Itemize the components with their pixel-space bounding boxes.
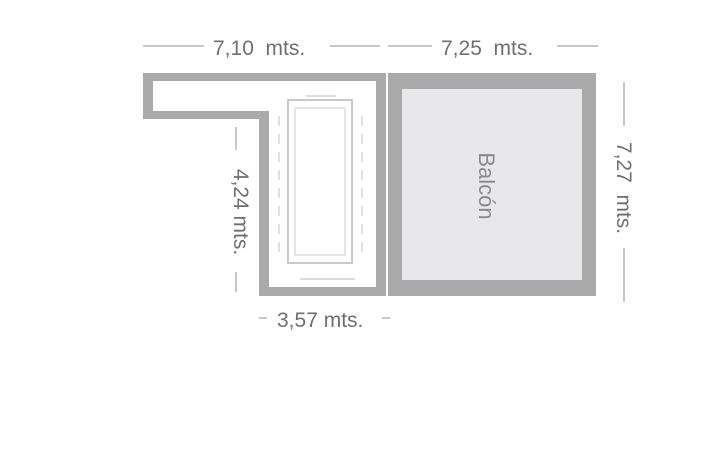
dimension-label-top-right: 7,25 mts. <box>441 37 533 60</box>
dimension-bottom: 3,57 mts. <box>259 309 390 332</box>
dimension-label-left-inner: 4,24 mts. <box>229 169 252 255</box>
balcony-label: Balcón <box>474 152 499 219</box>
dimension-top-right: 7,25 mts. <box>388 37 598 60</box>
dimension-label-bottom: 3,57 mts. <box>277 309 363 332</box>
balcony: Balcón <box>388 73 596 296</box>
dimension-right: 7,27 mts. <box>612 82 635 302</box>
dimension-left-inner: 4,24 mts. <box>229 127 252 292</box>
dimension-top-left: 7,10 mts. <box>143 37 380 60</box>
inner-room-outline <box>278 95 363 280</box>
balcony-floor <box>402 89 582 280</box>
apartment-floor <box>153 81 376 287</box>
dimension-label-top-left: 7,10 mts. <box>213 37 305 60</box>
dimension-label-right: 7,27 mts. <box>612 142 635 234</box>
